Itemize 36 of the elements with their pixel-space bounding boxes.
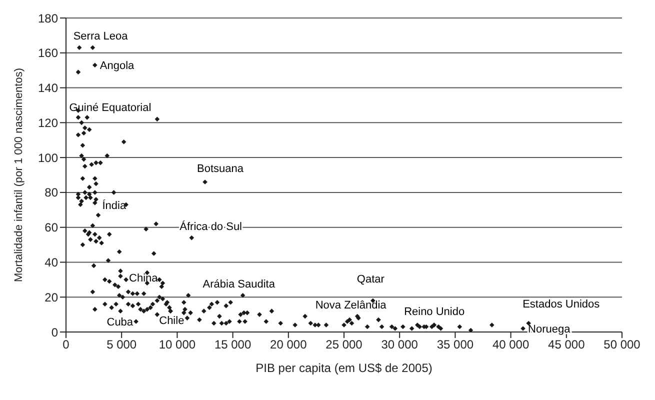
annotation: Nova Zelândia	[315, 299, 388, 312]
y-tick-label: 40	[44, 255, 58, 270]
x-axis-title: PIB per capita (em US$ de 2005)	[256, 361, 432, 375]
annotation: Angola	[100, 60, 136, 72]
annotation: Índia	[102, 199, 127, 212]
y-tick-label: 180	[38, 11, 58, 26]
y-tick-label: 120	[38, 116, 58, 130]
x-tick-label: 45 000	[548, 338, 586, 352]
y-tick-label: 0	[51, 325, 58, 340]
annotation: Guiné Equatorial	[69, 102, 152, 114]
x-tick-label: 0	[62, 338, 70, 352]
y-tick-label: 20	[44, 290, 58, 304]
x-tick-label: 30 000	[381, 338, 418, 352]
annotation: Cuba	[106, 316, 134, 329]
x-tick-label: 25 000	[326, 338, 363, 352]
annotation: China	[129, 272, 159, 285]
y-tick-label: 60	[44, 220, 58, 235]
x-tick-label: 5 000	[106, 338, 137, 352]
x-tick-label: 15 000	[214, 338, 252, 352]
y-tick-label: 100	[38, 150, 58, 165]
annotation: Reino Unido	[404, 306, 465, 318]
annotation: Serra Leoa	[73, 30, 129, 43]
annotation: Chile	[159, 315, 184, 328]
x-tick-label: 35 000	[436, 338, 474, 352]
annotation: Botsuana	[197, 162, 244, 175]
annotation: Estados Unidos	[522, 298, 600, 310]
annotation: Qatar	[356, 274, 385, 286]
y-tick-label: 140	[38, 81, 58, 96]
x-tick-label: 50 000	[604, 338, 641, 352]
x-tick-label: 20 000	[270, 338, 308, 352]
x-tick-label: 40 000	[492, 338, 530, 352]
annotation: Arábia Saudita	[202, 278, 276, 290]
y-tick-label: 160	[38, 46, 58, 60]
y-tick-label: 80	[44, 186, 58, 200]
x-tick-label: 10 000	[158, 338, 196, 352]
y-axis-title: Mortalidade infantil (por 1 000 nascimentos)	[12, 68, 25, 282]
